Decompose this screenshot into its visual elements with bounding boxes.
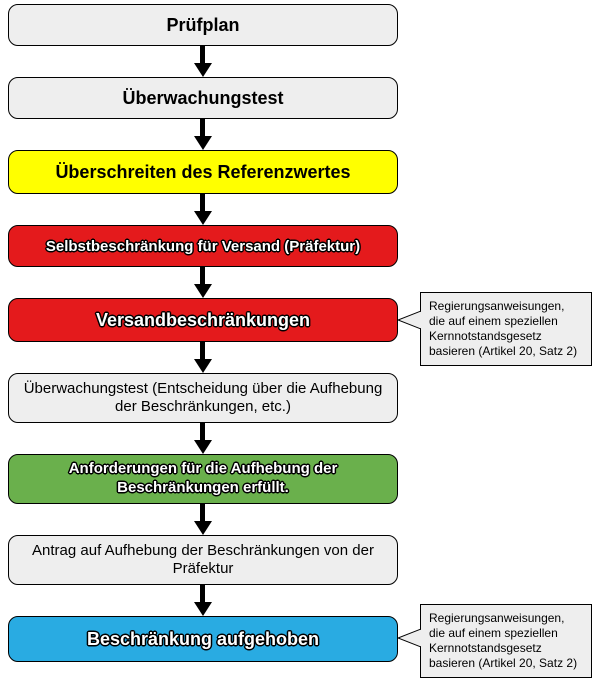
node-label: Beschränkung aufgehoben [87,629,319,650]
node-pruefplan: Prüfplan [8,4,398,46]
callout-pointer-icon [398,628,421,648]
callout-pointer-icon [398,310,421,330]
node-anforderungen: Anforderungen für die Aufhebung der Besc… [8,454,398,504]
node-label: Überwachungstest (Entscheidung über die … [17,380,389,416]
node-antrag: Antrag auf Aufhebung der Beschränkungen … [8,535,398,585]
callout-text: Regierungsanweisungen, die auf einem spe… [429,611,577,670]
node-label: Überschreiten des Referenzwertes [55,162,350,183]
node-label: Versandbeschränkungen [96,310,310,331]
node-label: Anforderungen für die Aufhebung der Besc… [17,460,389,498]
node-label: Selbstbeschränkung für Versand (Präfektu… [46,238,360,255]
node-ueberwachungstest-entscheidung: Überwachungstest (Entscheidung über die … [8,373,398,423]
callout-text: Regierungsanweisungen, die auf einem spe… [429,299,577,358]
node-label: Überwachungstest [122,88,283,109]
flowchart-container: Prüfplan Überwachungstest Überschreiten … [0,0,600,684]
callout-aufgehoben: Regierungsanweisungen, die auf einem spe… [420,604,592,678]
node-versandbeschraenkungen: Versandbeschränkungen [8,298,398,342]
node-selbstbeschraenkung: Selbstbeschränkung für Versand (Präfektu… [8,225,398,267]
node-referenzwert: Überschreiten des Referenzwertes [8,150,398,194]
callout-versandbeschraenkungen: Regierungsanweisungen, die auf einem spe… [420,292,592,366]
node-ueberwachungstest: Überwachungstest [8,77,398,119]
node-label: Antrag auf Aufhebung der Beschränkungen … [17,542,389,578]
node-label: Prüfplan [166,15,239,36]
node-aufgehoben: Beschränkung aufgehoben [8,616,398,662]
